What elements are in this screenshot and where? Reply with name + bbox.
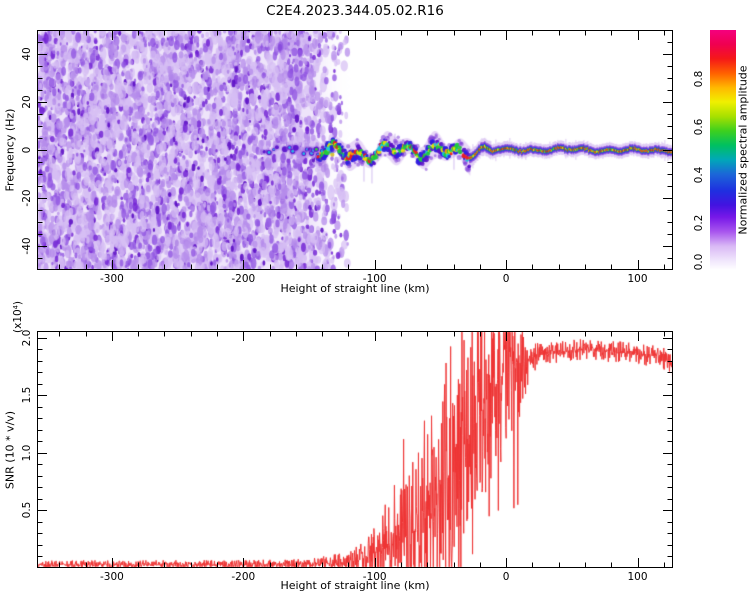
x-tick-label: -300 bbox=[99, 273, 124, 285]
snr-axis-label: SNR (10 * v/v) bbox=[3, 410, 17, 489]
snr-line-chart bbox=[37, 331, 673, 568]
x-tick-label: -200 bbox=[231, 571, 256, 583]
colorbar-tick-label: 0.8 bbox=[693, 70, 705, 87]
x-tick-label: 100 bbox=[627, 273, 648, 285]
y-tick-label: 0.5 bbox=[21, 502, 33, 519]
y-tick-label: 2.0 bbox=[21, 329, 33, 347]
figure-title: C2E4.2023.344.05.02.R16 bbox=[266, 3, 444, 19]
frequency-axis-label: Frequency (Hz) bbox=[3, 108, 17, 192]
height-axis-label-top: Height of straight line (km) bbox=[280, 282, 430, 295]
spectrogram-panel: Frequency (Hz) Height of straight line (… bbox=[4, 30, 673, 295]
y-tick-label: -40 bbox=[21, 237, 33, 255]
y-tick-label: 1.5 bbox=[21, 387, 33, 404]
y-tick-label: -20 bbox=[21, 189, 33, 207]
colorbar-tick-label: 0.0 bbox=[693, 253, 705, 271]
spectrogram-image bbox=[37, 30, 673, 270]
snr-panel: SNR (10 * v/v) (x10⁴) Height of straight… bbox=[4, 301, 673, 592]
colorbar-label: Normalized spectral amplitude bbox=[736, 65, 750, 235]
colorbar: Normalized spectral amplitude 0.0 0.2 0.4 0… bbox=[693, 30, 750, 270]
x-tick-label: -100 bbox=[362, 273, 387, 285]
y-tick-label: 0 bbox=[21, 146, 33, 154]
x-tick-label: -100 bbox=[362, 571, 387, 583]
x-tick-label: -300 bbox=[99, 571, 124, 583]
colorbar-gradient bbox=[710, 30, 736, 270]
y-tick-label: 20 bbox=[21, 95, 33, 109]
x-tick-label: -200 bbox=[231, 273, 256, 285]
y-tick-label: 40 bbox=[21, 47, 33, 61]
x-tick-label: 0 bbox=[502, 273, 510, 285]
x-tick-label: 0 bbox=[502, 571, 510, 583]
colorbar-tick-label: 0.4 bbox=[693, 166, 705, 183]
colorbar-tick-label: 0.6 bbox=[693, 118, 705, 135]
y-tick-label: 1.0 bbox=[21, 444, 33, 462]
snr-axis-multiplier: (x10⁴) bbox=[12, 301, 24, 333]
colorbar-tick-label: 0.2 bbox=[693, 214, 705, 231]
x-tick-label: 100 bbox=[627, 571, 648, 583]
height-axis-label-bottom: Height of straight line (km) bbox=[280, 579, 430, 592]
